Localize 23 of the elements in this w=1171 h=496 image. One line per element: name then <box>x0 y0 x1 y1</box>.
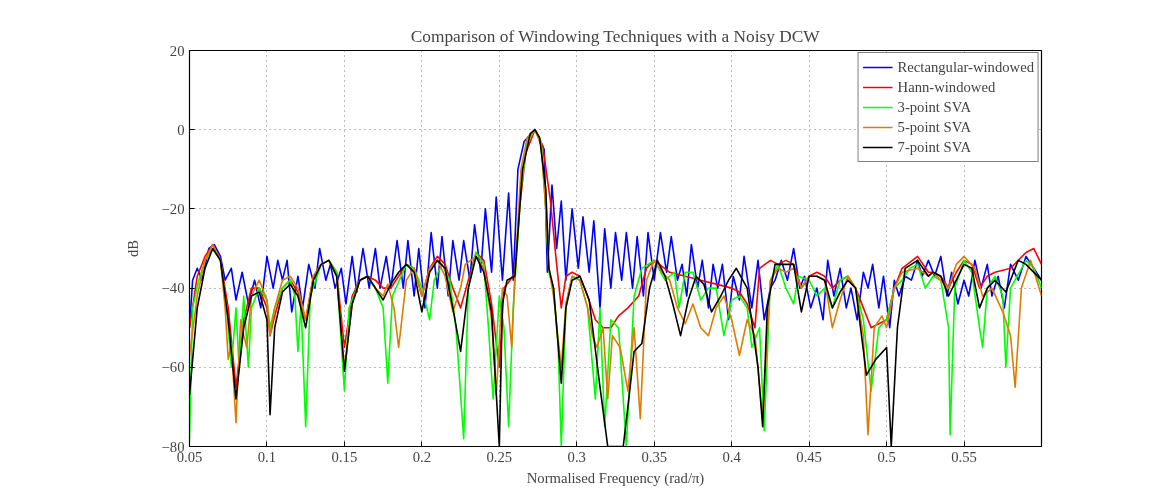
x-tick-label: 0.1 <box>257 448 277 465</box>
y-tick-label: −40 <box>161 280 185 297</box>
y-tick-label: 20 <box>169 42 185 59</box>
legend-label: 5-point SVA <box>897 118 971 136</box>
legend-label: Rectangular-windowed <box>897 58 1034 76</box>
x-tick-label: 0.15 <box>331 448 358 465</box>
y-tick-label: 0 <box>177 121 185 138</box>
x-tick-label: 0.55 <box>951 448 977 465</box>
x-tick-label: 0.2 <box>412 448 432 465</box>
legend-label: Hann-windowed <box>897 78 996 96</box>
chart-title: Comparison of Windowing Techniques with a Noisy DCW <box>410 26 821 46</box>
x-tick-label: 0.5 <box>877 448 896 465</box>
legend-label: 3-point SVA <box>897 98 971 116</box>
x-axis-title: Normalised Frequency (rad/π) <box>526 469 705 487</box>
x-tick-label: 0.25 <box>486 448 513 465</box>
x-tick-label: 0.4 <box>722 448 742 465</box>
x-tick-label: 0.35 <box>641 448 668 465</box>
x-tick-label: 0.45 <box>796 448 822 465</box>
y-tick-label: −60 <box>161 359 185 376</box>
y-axis-title: dB <box>124 239 141 258</box>
x-tick-label: 0.3 <box>567 448 586 465</box>
legend-label: 7-point SVA <box>897 138 971 156</box>
y-tick-label: −20 <box>161 200 185 217</box>
